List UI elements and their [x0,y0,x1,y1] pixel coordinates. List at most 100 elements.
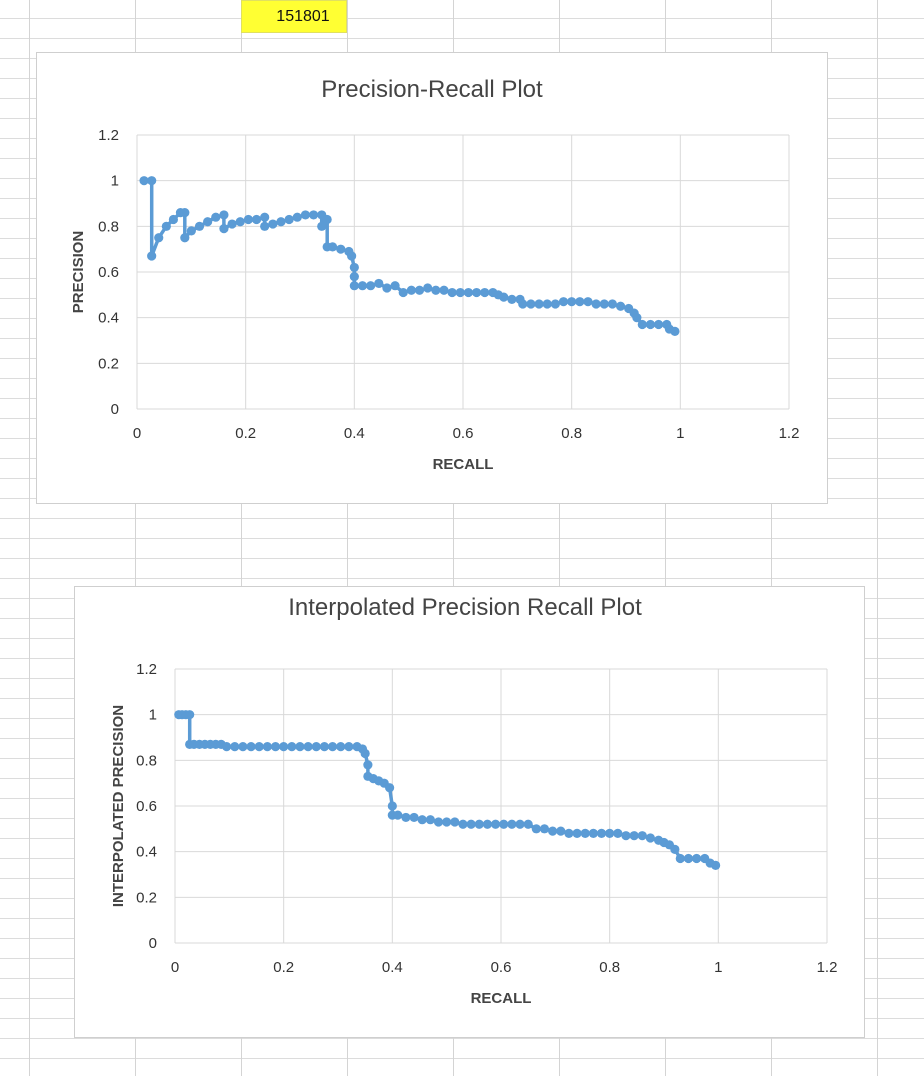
ipr-data-point[interactable] [613,828,623,838]
ipr-data-point[interactable] [675,853,685,864]
ipr-data-point[interactable] [287,742,297,752]
ipr-data-point[interactable] [531,824,541,834]
ipr-data-point[interactable] [523,819,533,829]
pr-data-point[interactable] [423,283,433,293]
pr-data-point[interactable] [591,299,601,309]
pr-data-point[interactable] [219,210,229,220]
ipr-data-point[interactable] [254,742,264,752]
pr-data-point[interactable] [357,281,368,291]
pr-data-point[interactable] [390,281,400,291]
highlighted-cell[interactable]: 151801 [241,0,347,33]
ipr-data-point[interactable] [425,815,435,825]
pr-data-point[interactable] [139,176,149,186]
pr-data-point[interactable] [161,221,171,231]
ipr-data-point[interactable] [580,828,590,838]
pr-data-point[interactable] [507,294,517,304]
pr-data-point[interactable] [308,210,319,220]
ipr-data-point[interactable] [637,831,647,841]
pr-data-point[interactable] [499,292,509,302]
ipr-data-point[interactable] [499,819,509,829]
pr-data-point[interactable] [455,287,465,298]
ipr-data-point[interactable] [450,817,460,827]
ipr-data-point[interactable] [295,742,305,752]
ipr-data-point[interactable] [319,742,330,752]
pr-data-point[interactable] [632,313,642,323]
ipr-data-point[interactable] [363,760,373,770]
pr-data-point[interactable] [180,233,190,243]
pr-data-point[interactable] [300,210,311,220]
pr-data-point[interactable] [534,299,544,309]
ipr-data-point[interactable] [474,819,484,829]
ipr-data-point[interactable] [711,860,721,870]
ipr-data-point[interactable] [556,826,566,836]
ipr-data-point[interactable] [572,828,582,838]
pr-data-point[interactable] [147,251,157,261]
ipr-data-point[interactable] [596,828,607,838]
pr-data-point[interactable] [147,176,157,186]
pr-data-point[interactable] [463,287,474,298]
pr-data-point[interactable] [349,281,359,291]
pr-data-point[interactable] [349,271,359,282]
ipr-data-point[interactable] [433,817,444,827]
pr-data-point[interactable] [317,221,327,231]
pr-data-point[interactable] [322,214,332,225]
pr-data-point[interactable] [607,299,618,309]
ipr-data-point[interactable] [230,742,240,752]
precision-recall-chart[interactable]: Precision-Recall Plot 0 0.2 0.4 0.6 0.8 1 1.2 0 0… [36,52,828,504]
pr-data-point[interactable] [284,214,294,225]
ipr-data-point[interactable] [605,828,615,838]
pr-data-point[interactable] [227,219,237,229]
pr-data-point[interactable] [260,221,270,231]
ipr-data-point[interactable] [262,742,272,752]
pr-data-point[interactable] [414,285,425,295]
ipr-data-point[interactable] [222,742,232,752]
ipr-data-point[interactable] [270,742,281,752]
pr-data-point[interactable] [550,299,560,309]
pr-data-point[interactable] [398,287,408,298]
ipr-data-point[interactable] [588,828,598,838]
pr-data-point[interactable] [366,281,376,291]
pr-data-point[interactable] [480,287,490,298]
pr-data-point[interactable] [439,285,449,295]
pr-data-point[interactable] [654,319,664,330]
pr-data-point[interactable] [260,212,270,222]
ipr-data-point[interactable] [185,710,195,720]
pr-data-point[interactable] [645,319,656,330]
ipr-data-point[interactable] [670,844,680,854]
pr-data-point[interactable] [276,217,286,227]
ipr-data-point[interactable] [645,833,656,843]
ipr-data-point[interactable] [466,819,476,829]
ipr-data-point[interactable] [482,819,493,829]
pr-data-point[interactable] [186,226,196,236]
ipr-data-point[interactable] [344,742,354,752]
ipr-data-point[interactable] [490,819,501,829]
ipr-data-point[interactable] [393,810,403,820]
pr-data-point[interactable] [243,214,253,225]
pr-data-point[interactable] [406,285,416,295]
ipr-data-point[interactable] [279,742,289,752]
ipr-data-point[interactable] [336,742,346,752]
ipr-data-point[interactable] [303,742,313,752]
pr-data-point[interactable] [382,283,392,293]
ipr-data-point[interactable] [629,831,639,841]
pr-data-point[interactable] [431,285,441,295]
pr-data-point[interactable] [194,221,205,231]
ipr-data-point[interactable] [238,742,248,752]
pr-data-point[interactable] [670,326,680,336]
pr-data-point[interactable] [583,297,593,307]
ipr-data-point[interactable] [539,824,550,834]
pr-data-point[interactable] [211,212,221,222]
pr-data-point[interactable] [349,262,359,273]
pr-data-point[interactable] [235,217,245,227]
ipr-data-point[interactable] [564,828,574,838]
pr-data-point[interactable] [615,301,626,311]
ipr-data-point[interactable] [507,819,517,829]
ipr-data-point[interactable] [327,742,338,752]
pr-data-point[interactable] [567,297,577,307]
ipr-data-point[interactable] [692,853,702,864]
ipr-data-point[interactable] [409,812,419,823]
pr-data-point[interactable] [447,287,457,298]
pr-data-point[interactable] [328,242,338,252]
ipr-data-point[interactable] [621,831,631,841]
pr-data-point[interactable] [292,212,302,222]
